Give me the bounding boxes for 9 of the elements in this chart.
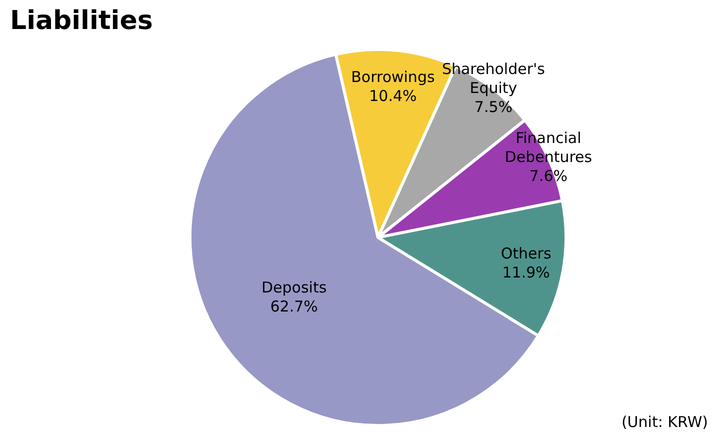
- data-label: 7.5%: [474, 98, 513, 116]
- slice-label: Borrowings: [351, 68, 435, 86]
- text: (Unit: KRW): [621, 413, 708, 431]
- slice-label: Others: [500, 244, 552, 262]
- data-label: 62.7%: [270, 297, 318, 316]
- data-label: 10.4%: [369, 87, 417, 106]
- data-label: 11.9%: [502, 263, 550, 282]
- chart-title: Liabilities: [10, 6, 153, 36]
- slice-label: Deposits: [262, 278, 327, 296]
